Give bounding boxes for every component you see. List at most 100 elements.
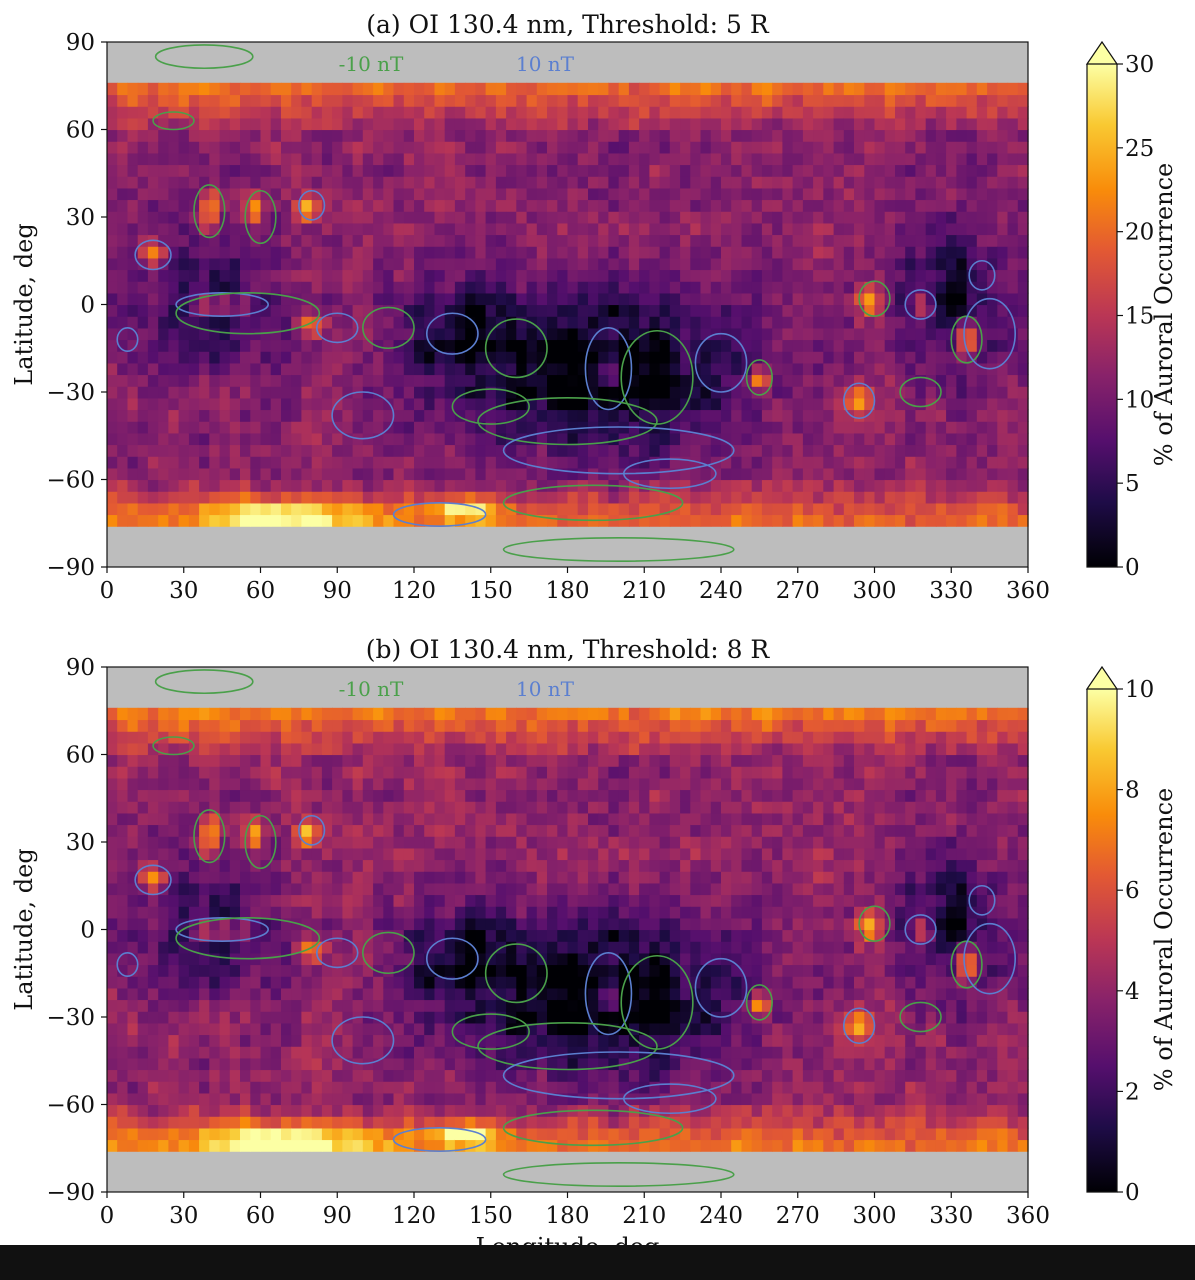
heatmap-cell <box>843 327 855 341</box>
heatmap-cell <box>710 491 722 504</box>
heatmap-cell <box>209 444 221 457</box>
panel-b: (b) OI 130.4 nm, Threshold: 8 R-10 nT 10 … <box>10 635 1178 1229</box>
heatmap-cell <box>1017 421 1029 434</box>
heatmap-cell <box>444 859 456 872</box>
heatmap-cell <box>158 362 170 376</box>
heatmap-cell <box>178 1116 190 1129</box>
heatmap-cell <box>383 1139 395 1152</box>
heatmap-cell <box>782 479 794 492</box>
heatmap-cell <box>260 859 272 872</box>
heatmap-cell <box>782 187 794 201</box>
heatmap-cell <box>516 257 528 271</box>
heatmap-cell <box>270 257 282 271</box>
heatmap-cell <box>669 514 681 527</box>
heatmap-cell <box>414 351 425 364</box>
heatmap-cell <box>792 222 804 236</box>
heatmap-cell <box>352 362 364 376</box>
heatmap-cell <box>137 187 149 201</box>
heatmap-cell <box>843 141 855 154</box>
heatmap-cell <box>895 491 906 504</box>
heatmap-cell <box>475 731 487 744</box>
heatmap-cell <box>229 491 241 504</box>
heatmap-cell <box>403 836 415 849</box>
heatmap-cell <box>547 269 558 282</box>
heatmap-cell <box>188 1011 200 1024</box>
heatmap-cell <box>454 152 466 166</box>
heatmap-cell <box>352 82 364 96</box>
heatmap-cell <box>383 824 395 837</box>
heatmap-cell <box>700 456 712 469</box>
heatmap-cell <box>997 421 1009 434</box>
heatmap-cell <box>1017 176 1029 189</box>
heatmap-cell <box>434 1046 446 1059</box>
heatmap-cell <box>444 812 456 826</box>
heatmap-cell <box>250 514 262 527</box>
heatmap-cell <box>281 432 292 446</box>
heatmap-cell <box>485 836 497 849</box>
heatmap-cell <box>188 141 200 154</box>
heatmap-cell <box>291 859 303 872</box>
heatmap-cell <box>833 467 845 481</box>
heatmap-cell <box>854 106 865 119</box>
heatmap-cell <box>332 777 343 791</box>
heatmap-cell <box>485 1046 497 1059</box>
heatmap-cell <box>935 362 947 376</box>
heatmap-cell <box>219 129 231 142</box>
heatmap-cell <box>925 432 937 446</box>
heatmap-cell <box>321 1034 333 1047</box>
heatmap-cell <box>178 129 190 142</box>
heatmap-cell <box>669 467 681 481</box>
heatmap-cell <box>495 847 507 861</box>
heatmap-cell <box>700 374 712 387</box>
heatmap-cell <box>588 397 599 411</box>
heatmap-cell <box>199 766 210 779</box>
heatmap-cell <box>321 882 333 896</box>
heatmap-cell <box>864 141 876 154</box>
heatmap-cell <box>700 397 712 411</box>
heatmap-cell <box>884 456 896 469</box>
heatmap-cell <box>240 502 251 516</box>
heatmap-cell <box>188 351 200 364</box>
heatmap-cell <box>199 281 210 294</box>
heatmap-cell <box>393 777 405 791</box>
heatmap-cell <box>260 871 272 884</box>
heatmap-cell <box>403 1116 415 1129</box>
heatmap-cell <box>465 234 477 247</box>
heatmap-cell <box>434 339 446 352</box>
heatmap-cell <box>209 409 221 422</box>
heatmap-cell <box>485 304 497 317</box>
heatmap-cell <box>741 386 753 399</box>
heatmap-cell <box>700 129 712 142</box>
heatmap-cell <box>639 269 650 282</box>
heatmap-cell <box>434 234 446 247</box>
heatmap-cell <box>700 421 712 434</box>
heatmap-cell <box>362 222 374 236</box>
heatmap-cell <box>843 374 855 387</box>
heatmap-cell <box>987 444 998 457</box>
heatmap-cell <box>188 941 200 954</box>
heatmap-cell <box>465 362 477 376</box>
heatmap-cell <box>137 824 149 837</box>
heatmap-cell <box>240 1116 251 1129</box>
heatmap-cell <box>424 707 436 721</box>
heatmap-cell <box>690 222 702 236</box>
heatmap-cell <box>659 374 671 387</box>
heatmap-cell <box>997 327 1009 341</box>
heatmap-cell <box>874 129 886 142</box>
heatmap-cell <box>188 812 200 826</box>
heatmap-cell <box>915 164 927 177</box>
heatmap-cell <box>465 141 477 154</box>
heatmap-cell <box>383 836 395 849</box>
heatmap-cell <box>444 456 456 469</box>
heatmap-cell <box>465 327 477 341</box>
heatmap-cell <box>117 374 129 387</box>
heatmap-cell <box>342 1139 354 1152</box>
heatmap-cell <box>127 281 139 294</box>
heatmap-cell <box>434 964 446 977</box>
heatmap-cell <box>424 859 436 872</box>
heatmap-cell <box>976 141 988 154</box>
heatmap-cell <box>731 362 743 376</box>
heatmap-cell <box>127 479 139 492</box>
heatmap-cell <box>291 502 303 516</box>
heatmap-cell <box>301 731 313 744</box>
